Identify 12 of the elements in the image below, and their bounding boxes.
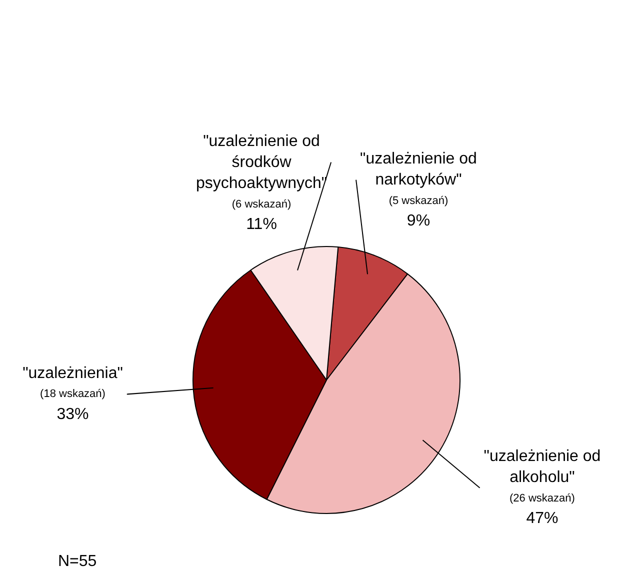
data-label: 47% xyxy=(526,510,558,528)
data-label: 33% xyxy=(56,406,89,424)
data-label: 9% xyxy=(406,212,430,230)
text: (6 wskazań) xyxy=(232,198,292,210)
slice-label: "uzależnienia" xyxy=(22,365,123,382)
text: N=55 xyxy=(58,553,97,570)
text: (5 wskazań) xyxy=(388,194,448,207)
slice-label: "uzależnienie od alkoholu" xyxy=(484,448,601,486)
text: (18 wskazań) xyxy=(40,388,106,400)
text: (26 wskazań) xyxy=(510,492,575,504)
data-label: 11% xyxy=(246,216,277,234)
slice-label: "uzależnienie od narkotyków" xyxy=(360,150,477,189)
